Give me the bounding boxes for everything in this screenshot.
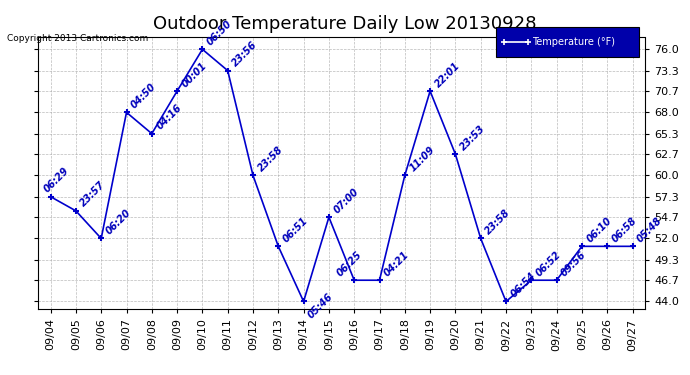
Text: Temperature (°F): Temperature (°F) [532, 37, 615, 46]
Text: Outdoor Temperature Daily Low 20130928: Outdoor Temperature Daily Low 20130928 [153, 15, 537, 33]
Text: 06:29: 06:29 [42, 166, 71, 195]
Text: Copyright 2013 Cartronics.com: Copyright 2013 Cartronics.com [7, 34, 148, 43]
Text: 23:53: 23:53 [458, 123, 487, 152]
Text: 04:50: 04:50 [129, 81, 158, 110]
Text: 23:58: 23:58 [256, 144, 285, 173]
Text: 23:57: 23:57 [79, 180, 108, 209]
Text: 06:54: 06:54 [509, 270, 538, 299]
Text: 06:50: 06:50 [205, 18, 234, 47]
Text: 06:58: 06:58 [610, 215, 639, 244]
Text: 06:51: 06:51 [281, 215, 310, 244]
Text: 04:21: 04:21 [382, 249, 411, 278]
Text: 06:20: 06:20 [104, 207, 133, 236]
Text: 00:01: 00:01 [180, 60, 209, 89]
Text: 04:16: 04:16 [155, 103, 184, 132]
Text: 09:56: 09:56 [560, 249, 589, 278]
Text: 06:25: 06:25 [335, 249, 364, 278]
Text: 06:52: 06:52 [534, 249, 563, 278]
Text: 06:10: 06:10 [584, 215, 613, 244]
Text: 05:46: 05:46 [306, 291, 335, 320]
Text: 23:58: 23:58 [484, 207, 513, 236]
Text: 23:56: 23:56 [230, 39, 259, 68]
Text: 22:01: 22:01 [433, 60, 462, 89]
Text: 07:00: 07:00 [332, 186, 361, 215]
Text: 05:48: 05:48 [635, 215, 664, 244]
Text: 11:09: 11:09 [408, 144, 437, 173]
